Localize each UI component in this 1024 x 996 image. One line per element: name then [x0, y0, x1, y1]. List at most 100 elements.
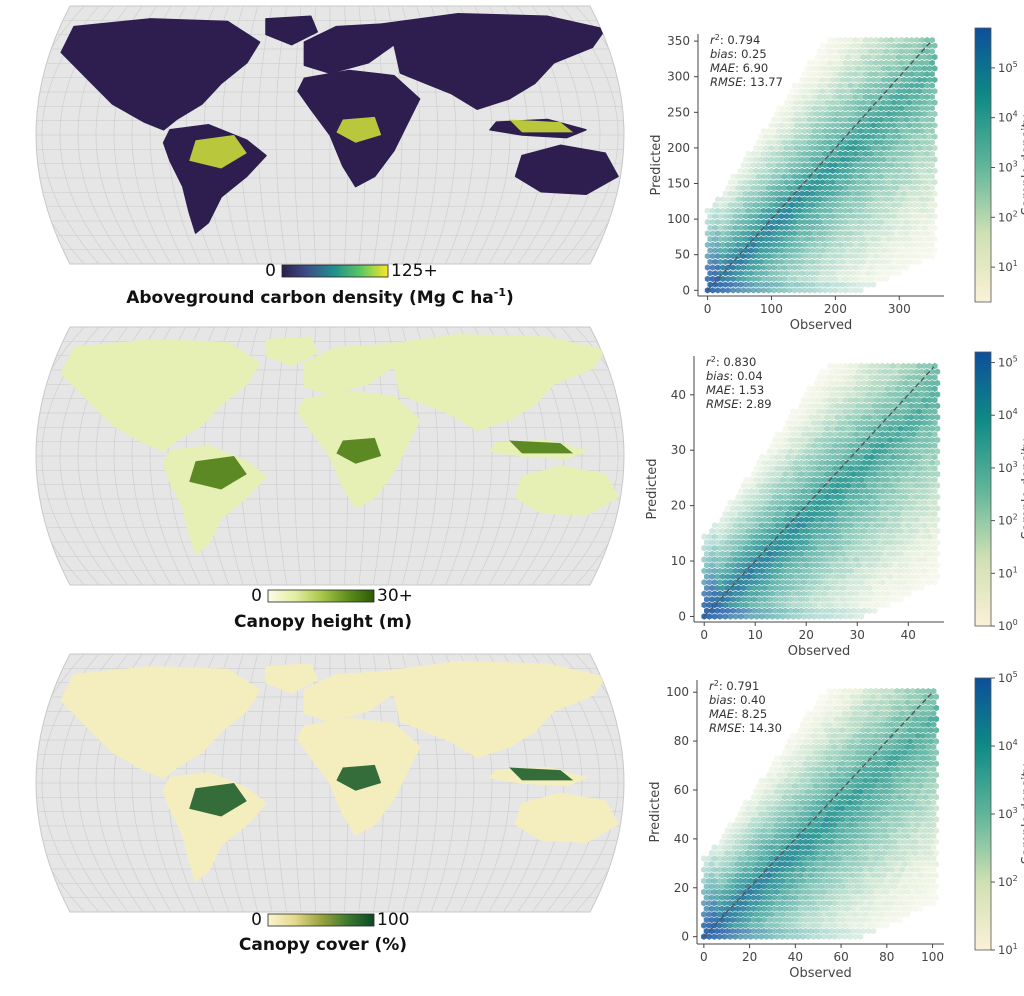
hexbin-cell [830, 282, 836, 288]
hexbin-cell [748, 190, 754, 196]
hexbin-cell [834, 727, 840, 734]
hexbin-cell [803, 761, 809, 767]
hexbin-cell [906, 499, 912, 506]
hexbin-cell [833, 173, 838, 179]
hexbin-cell [774, 911, 780, 918]
hexbin-cell [906, 477, 912, 484]
hexbin-cell [837, 755, 843, 762]
hexbin-cell [902, 772, 908, 779]
hexbin-cell [907, 839, 913, 845]
hexbin-cell [764, 579, 770, 586]
hexbin-cell [893, 471, 899, 478]
hexbin-cell [815, 190, 821, 196]
hexbin-cell [781, 128, 787, 134]
hexbin-cell [877, 539, 883, 546]
hexbin-cell [713, 236, 719, 242]
hexbin-cell [843, 151, 849, 157]
hexbin-cell [935, 368, 941, 375]
hexbin-cell [837, 911, 843, 918]
hexbin-cell [801, 602, 807, 609]
hexbin-cell [892, 827, 898, 834]
hexbin-cell [876, 816, 882, 822]
hexbin-cell [780, 442, 786, 449]
hexbin-cell [782, 928, 788, 934]
hexbin-cell [889, 777, 895, 784]
hexbin-cell [748, 911, 754, 918]
hexbin-cell [790, 766, 796, 773]
hexbin-cell [748, 878, 754, 885]
hexbin-cell [869, 545, 875, 552]
hexbin-cell [835, 414, 841, 421]
hexbin-cell [811, 579, 817, 586]
hexbin-cell [871, 727, 877, 734]
hexbin-cell [902, 850, 908, 857]
hexbin-cell [804, 573, 810, 580]
hexbin-cell [833, 253, 838, 259]
hexbin-cell [917, 190, 923, 196]
hexbin-cell [856, 471, 862, 478]
hexbin-cell [853, 219, 859, 225]
hexbin-cell [845, 168, 851, 174]
hexbin-cell [914, 151, 920, 157]
hexbin-cell [881, 168, 886, 174]
hexbin-cell [764, 190, 770, 196]
hexbin-cell [779, 811, 785, 817]
hexbin-cell [795, 855, 801, 862]
hexbin-cell [730, 528, 736, 535]
hexbin-cell [895, 363, 901, 370]
hexbin-cell [927, 247, 933, 253]
hexbin-cell [777, 608, 783, 615]
hexbin-cell [930, 151, 935, 157]
hexbin-cell [932, 499, 938, 506]
hexbin-cell [754, 568, 760, 575]
hexbin-cell [914, 528, 920, 535]
hexbin-cell [927, 568, 933, 575]
hexbin-cell [806, 766, 812, 773]
hexbin-cell [735, 861, 741, 868]
hexbin-cell [756, 850, 762, 857]
hexbin-cell [884, 37, 890, 43]
hexbin-cell [754, 499, 760, 506]
hexbin-cell [863, 94, 869, 100]
hexbin-cell [861, 585, 867, 592]
hexbin-cell [792, 872, 798, 878]
hexbin-cell [816, 855, 822, 862]
hexbin-cell [776, 276, 782, 282]
hexbin-cell [830, 425, 836, 432]
hexbin-cell [788, 608, 794, 615]
hexbin-cell [806, 788, 812, 794]
hexbin-cell [806, 911, 812, 918]
hexbin-cell [779, 844, 785, 850]
hexbin-cell [830, 156, 836, 162]
hexbin-cell [901, 122, 907, 128]
hexbin-cell [780, 488, 786, 495]
hexbin-cell [829, 917, 835, 924]
hexbin-cell [889, 37, 895, 43]
hexbin-cell [930, 219, 935, 225]
hexbin-cell [756, 883, 762, 890]
hexbin-cell [725, 872, 731, 878]
hexbin-cell [770, 477, 776, 484]
hexbin-cell [824, 727, 830, 734]
hexbin-cell [730, 850, 736, 857]
hexbin-cell [718, 202, 724, 208]
hexbin-cell [893, 516, 899, 523]
hexbin-cell [893, 448, 899, 455]
hexbin-cell [851, 414, 857, 421]
hexbin-cell [861, 145, 867, 151]
hexbin-cell [885, 420, 891, 427]
hexbin-cell [880, 454, 886, 461]
hexbin-cell [767, 596, 773, 603]
hexbin-cell [907, 168, 913, 174]
hexbin-cell [806, 477, 812, 484]
hexbin-cell [899, 688, 905, 695]
hexbin-cell [893, 528, 899, 535]
hexbin-cell [881, 761, 887, 767]
hexbin-cell [848, 151, 854, 157]
hexbin-cell [894, 900, 900, 906]
hexbin-cell [766, 883, 772, 890]
hexbin-cell [824, 928, 830, 934]
hexbin-cell [881, 134, 886, 140]
hexbin-cell [792, 794, 798, 801]
